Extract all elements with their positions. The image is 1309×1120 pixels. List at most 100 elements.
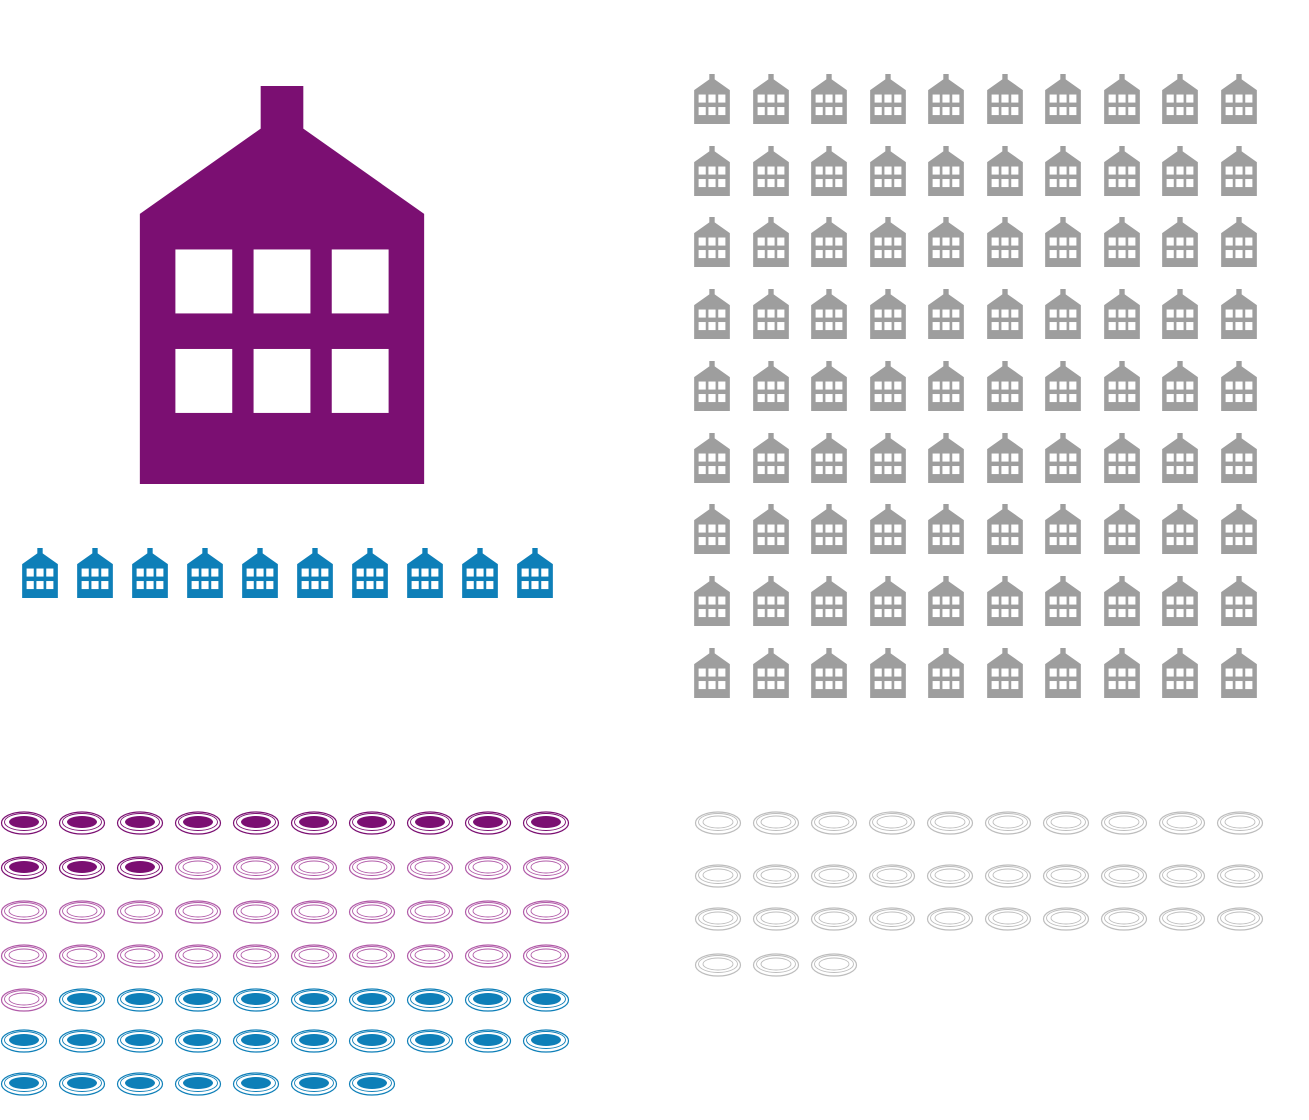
house-icon [1220,647,1257,698]
house-icon [1162,289,1198,340]
plate-icon [406,856,454,880]
house-icon [986,432,1023,483]
plate-icon [984,864,1032,888]
plate-icon [810,811,858,835]
house-icon [1103,217,1140,268]
house-icon [1103,504,1140,555]
house-icon [1045,432,1081,483]
plate-icon [0,856,48,880]
house-icon [1103,432,1140,483]
house-icon [752,360,789,411]
plate-icon [464,900,512,924]
house-icon [1162,432,1198,483]
plate-icon [116,1072,164,1096]
plate-icon [752,907,800,931]
plate-icon [406,988,454,1012]
plate-icon [290,900,338,924]
house-icon [694,575,730,626]
house-icon [752,217,789,268]
house-icon [928,217,964,268]
house-icon [694,289,730,340]
plate-icon [116,900,164,924]
plate-icon [232,856,280,880]
house-icon [1103,647,1140,698]
house-icon [752,647,789,698]
house-icon [352,548,388,598]
house-icon [1103,360,1140,411]
plate-icon [232,944,280,968]
plate-icon [522,900,570,924]
house-icon [1045,145,1081,196]
plate-icon [0,1029,48,1053]
plate-icon [116,988,164,1012]
plate-icon [0,900,48,924]
plate-icon [694,864,742,888]
plate-icon [752,953,800,977]
plate-icon [1042,907,1090,931]
house-icon [1162,504,1198,555]
house-icon [1162,145,1198,196]
plate-icon [116,944,164,968]
house-icon [869,504,906,555]
plate-icon [348,1072,396,1096]
house-icon [928,647,964,698]
plate-icon [290,944,338,968]
house-icon [77,548,113,598]
plate-icon [464,811,512,835]
house-icon [139,86,425,484]
house-icon [869,432,906,483]
plate-icon [810,953,858,977]
plate-icon [522,811,570,835]
plate-icon [1042,864,1090,888]
plate-icon [522,1029,570,1053]
plate-icon [1042,811,1090,835]
plate-icon [984,907,1032,931]
plate-icon [174,900,222,924]
plate-icon [464,988,512,1012]
house-icon [694,504,730,555]
plate-icon [984,811,1032,835]
plate-icon [464,856,512,880]
house-icon [1045,74,1081,124]
plate-icon [926,864,974,888]
house-icon [297,548,333,598]
house-icon [1045,360,1081,411]
house-icon [22,548,58,598]
house-icon [869,647,906,698]
plate-icon [1100,864,1148,888]
house-icon [1162,360,1198,411]
plate-icon [406,944,454,968]
house-icon [811,289,847,340]
plate-icon [58,944,106,968]
plate-icon [174,811,222,835]
house-icon [928,575,964,626]
plate-icon [0,811,48,835]
plate-icon [694,811,742,835]
plate-icon [58,988,106,1012]
plate-icon [0,1072,48,1096]
house-icon [517,548,553,598]
plate-icon [58,1029,106,1053]
plate-icon [348,1029,396,1053]
plate-icon [348,856,396,880]
house-icon [1103,289,1140,340]
plate-icon [290,988,338,1012]
plate-icon [58,900,106,924]
plate-icon [348,900,396,924]
house-icon [1045,217,1081,268]
house-icon [811,360,847,411]
plate-icon [174,988,222,1012]
plate-icon [464,944,512,968]
house-icon [869,145,906,196]
house-icon [1103,74,1140,124]
house-icon [986,647,1023,698]
plate-icon [116,1029,164,1053]
house-icon [1220,289,1257,340]
house-icon [1162,647,1198,698]
house-icon [811,145,847,196]
plate-icon [232,900,280,924]
plate-icon [348,811,396,835]
plate-icon [752,811,800,835]
plate-icon [348,988,396,1012]
house-icon [811,217,847,268]
